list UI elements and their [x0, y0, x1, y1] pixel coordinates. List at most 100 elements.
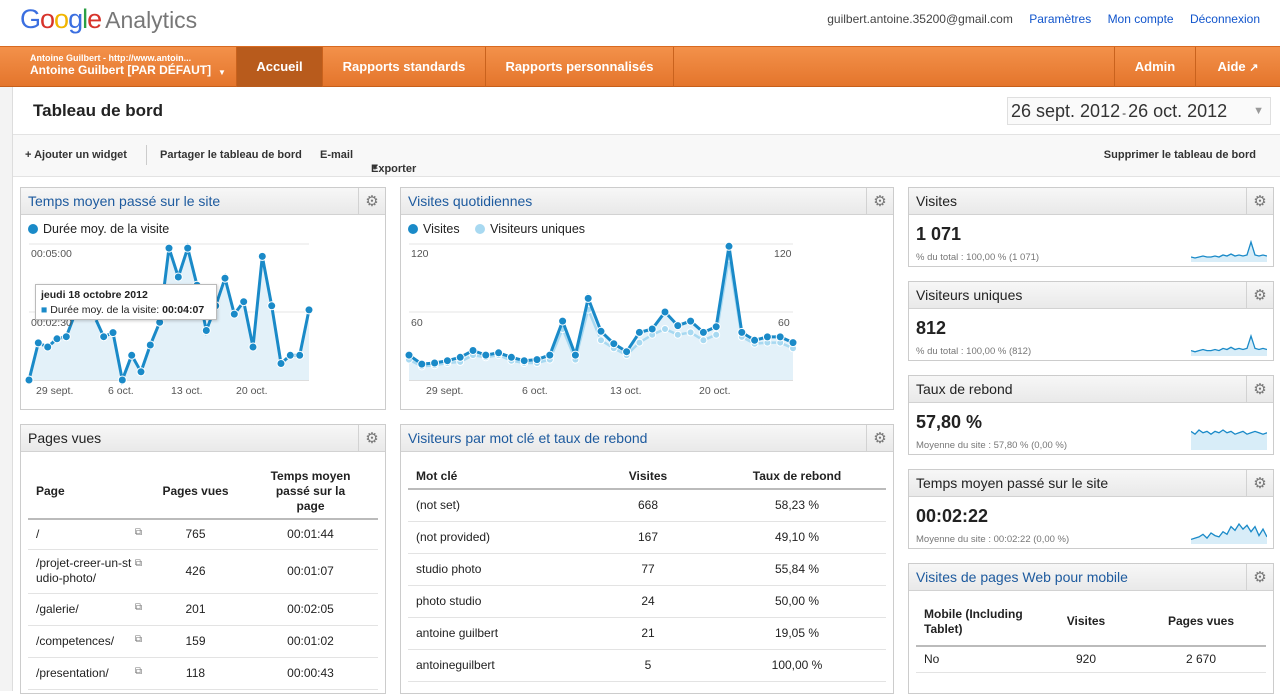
keyword-cell[interactable]: (not set)	[408, 489, 588, 522]
table-row: /projet-creer-un-studio-photo/⧉ 426 00:0…	[28, 549, 378, 594]
data-point	[276, 359, 286, 368]
data-point	[442, 356, 452, 366]
x-tick: 29 sept.	[36, 385, 74, 397]
my-account-link[interactable]: Mon compte	[1107, 12, 1174, 26]
open-page-icon[interactable]: ⧉	[134, 557, 142, 569]
widget-title[interactable]: Visiteurs par mot clé et taux de rebond	[408, 430, 648, 446]
gear-icon[interactable]: ⚙	[1246, 470, 1273, 497]
widget-title[interactable]: Temps moyen passé sur le site	[28, 193, 221, 209]
open-page-icon[interactable]: ⧉	[134, 602, 142, 613]
gear-icon[interactable]: ⚙	[1246, 282, 1273, 309]
export-label: Exporter	[371, 163, 417, 175]
share-dashboard-button[interactable]: Partager le tableau de bord	[160, 149, 302, 161]
gear-icon[interactable]: ⚙	[866, 188, 893, 215]
scorecard: Temps moyen passé sur le site ⚙ 00:02:22 Mo…	[908, 469, 1274, 549]
legend-label: Visiteurs uniques	[490, 222, 586, 236]
sparkline	[1191, 429, 1267, 450]
scorecard-value: 57,80 %	[916, 412, 983, 432]
date-end: 26 oct. 2012	[1128, 101, 1228, 121]
widget-title[interactable]: Visites	[916, 193, 957, 209]
sparkline-area	[1191, 336, 1267, 356]
delete-dashboard-button[interactable]: Supprimer le tableau de bord	[1103, 149, 1256, 161]
data-point	[635, 338, 644, 347]
data-point	[481, 350, 491, 360]
data-point	[229, 309, 239, 319]
tab-help[interactable]: Aide ↗	[1196, 47, 1280, 87]
gear-icon[interactable]: ⚙	[358, 188, 385, 215]
time-cell: 00:00:43	[243, 657, 378, 690]
account-selector[interactable]: Antoine Guilbert - http://www.antoin... …	[0, 47, 237, 87]
col-header-bounce: Taux de rebond	[708, 465, 886, 490]
page-cell[interactable]: /competences/ ⧉	[28, 625, 148, 658]
data-point	[430, 358, 440, 368]
scorecard-value: 1 071	[916, 224, 962, 244]
chevron-down-icon: ▼	[1253, 105, 1264, 117]
data-point	[558, 316, 568, 326]
data-point	[647, 324, 657, 334]
keyword-cell[interactable]: antoineguilbert	[408, 649, 588, 682]
keyword-cell[interactable]: studio photo	[408, 553, 588, 586]
gear-icon[interactable]: ⚙	[1246, 188, 1273, 215]
data-point	[660, 307, 670, 317]
keyword-cell[interactable]: photo studio	[408, 585, 588, 618]
data-point	[52, 334, 62, 344]
email-button[interactable]: E-mail	[320, 149, 354, 161]
page-cell[interactable]: /projet-creer-un-studio-photo/⧉	[28, 549, 148, 594]
data-point	[699, 336, 708, 345]
keyword-cell[interactable]: (not provided)	[408, 521, 588, 554]
widget-title[interactable]: Visites quotidiennes	[408, 193, 533, 209]
keywords-table: Mot clé Visites Taux de rebond (not set)…	[408, 465, 886, 682]
widget-title[interactable]: Visites de pages Web pour mobile	[916, 569, 1128, 585]
logout-link[interactable]: Déconnexion	[1189, 12, 1260, 26]
mobile-table: Mobile (Including Tablet) Visites Pages …	[916, 598, 1266, 673]
keyword-cell[interactable]: antoine guilbert	[408, 617, 588, 650]
tooltip-value: 00:04:07	[162, 304, 205, 316]
scorecard: Visites ⚙ 1 071 % du total : 100,00 % (1 07…	[908, 187, 1274, 267]
data-point	[762, 332, 772, 342]
data-point	[506, 352, 516, 362]
tab-custom-reports[interactable]: Rapports personnalisés	[486, 47, 674, 87]
visits-cell: 668	[588, 489, 708, 522]
widget-title[interactable]: Temps moyen passé sur le site	[916, 475, 1109, 491]
open-page-icon[interactable]: ⧉	[134, 634, 142, 645]
widget-header: Visiteurs uniques ⚙	[909, 282, 1273, 309]
y-tick-mid: 60	[411, 317, 423, 329]
widget-title[interactable]: Pages vues	[28, 430, 102, 446]
col-header-page: Page	[28, 465, 148, 520]
tab-admin[interactable]: Admin	[1114, 47, 1196, 87]
gear-icon[interactable]: ⚙	[1246, 564, 1273, 591]
table-row: /galerie/ ⧉ 201 00:02:05	[28, 593, 378, 626]
page-cell[interactable]: /presentation/ ⧉	[28, 657, 148, 690]
page-cell[interactable]: /galerie/ ⧉	[28, 593, 148, 626]
widget-title[interactable]: Visiteurs uniques	[916, 287, 1023, 303]
data-point	[164, 243, 174, 253]
user-links: guilbert.antoine.35200@gmail.com Paramèt…	[814, 12, 1260, 26]
visits-cell: 5	[588, 649, 708, 682]
open-page-icon[interactable]: ⧉	[134, 527, 142, 539]
scorecard-subtext: % du total : 100,00 % (1 071)	[916, 252, 1040, 263]
page-title: Tableau de bord	[33, 101, 164, 120]
legend-dot	[475, 224, 486, 234]
date-range-picker[interactable]: 26 sept. 2012-26 oct. 2012 ▼	[1007, 97, 1271, 125]
external-link-icon: ↗	[1249, 62, 1259, 74]
main-area: Tableau de bord 26 sept. 2012-26 oct. 20…	[0, 87, 1280, 694]
gear-icon[interactable]: ⚙	[358, 425, 385, 452]
widget-avg-time: Temps moyen passé sur le site ⚙ Durée mo…	[20, 187, 386, 410]
gear-icon[interactable]: ⚙	[1246, 376, 1273, 403]
tab-home[interactable]: Accueil	[237, 47, 323, 87]
widget-keywords: Visiteurs par mot clé et taux de rebond …	[400, 424, 894, 694]
toolbar-divider	[146, 145, 147, 165]
col-header-views: Pages vues	[1136, 598, 1266, 647]
daily-visits-chart[interactable]	[401, 216, 893, 406]
page-cell[interactable]: / ⧉	[28, 519, 148, 550]
widget-title[interactable]: Taux de rebond	[916, 381, 1013, 397]
tab-standard-reports[interactable]: Rapports standards	[323, 47, 486, 87]
add-widget-button[interactable]: + Ajouter un widget	[25, 149, 127, 161]
settings-link[interactable]: Paramètres	[1029, 12, 1092, 26]
gear-icon[interactable]: ⚙	[866, 425, 893, 452]
scorecard: Taux de rebond ⚙ 57,80 % Moyenne du site : …	[908, 375, 1274, 455]
sparkline-line	[1191, 429, 1267, 436]
open-page-icon[interactable]: ⧉	[134, 666, 142, 677]
dashboard: Tableau de bord 26 sept. 2012-26 oct. 20…	[12, 87, 1280, 694]
google-analytics-logo[interactable]: Google Analytics	[20, 4, 197, 35]
